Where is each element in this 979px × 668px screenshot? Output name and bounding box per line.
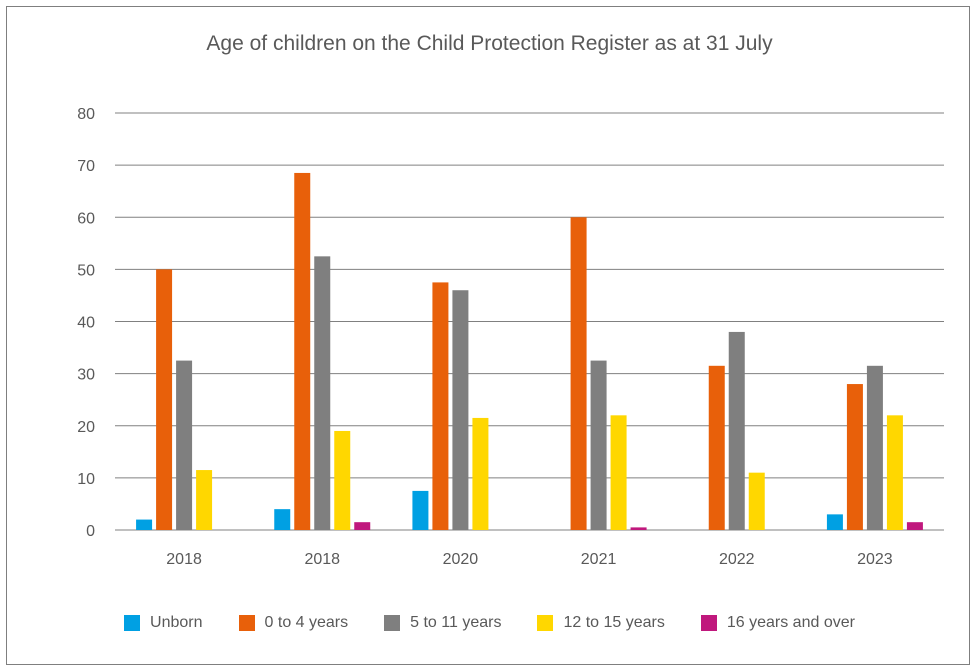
bars [136,172,923,530]
bar-12-to-15-years-2018 [196,470,213,530]
bar-0-to-4-years-2018 [156,269,173,530]
y-tick-label: 30 [77,367,95,384]
chart-title: Age of children on the Child Protection … [206,32,773,55]
x-tick-label: 2018 [166,551,202,568]
bar-0-to-4-years-2022 [708,365,725,530]
bar-unborn-2023 [826,514,843,530]
x-tick-label: 2022 [719,551,755,568]
legend-item: 5 to 11 years [384,614,501,632]
bar-12-to-15-years-2022 [748,472,765,530]
y-axis-ticks: 0 10 20 30 40 50 60 70 80 [77,106,95,540]
y-tick-label: 0 [86,523,95,540]
legend-item: 0 to 4 years [238,614,349,632]
x-tick-label: 2021 [581,551,617,568]
legend: Unborn 0 to 4 years 5 to 11 years 12 to 15 … [0,614,979,632]
legend-label: 5 to 11 years [410,614,502,631]
x-axis-ticks: 2018 2018 2020 2021 2022 2023 [166,551,893,568]
legend-label: 0 to 4 years [264,614,349,631]
bar-0-to-4-years-2018 [294,172,311,530]
y-tick-label: 80 [77,106,95,123]
y-tick-label: 40 [77,315,95,332]
y-tick-label: 60 [77,210,95,227]
bar-16-years-and-over-2023 [906,522,923,530]
bar-5-to-11-years-2021 [590,360,607,530]
bar-12-to-15-years-2021 [610,415,627,530]
legend-item: Unborn [124,614,203,632]
y-tick-label: 20 [77,419,95,436]
bar-unborn-2018 [274,509,291,530]
bar-unborn-2018 [136,519,153,530]
bar-0-to-4-years-2021 [570,217,587,530]
bar-unborn-2020 [412,490,429,530]
bar-5-to-11-years-2023 [866,365,883,530]
bar-12-to-15-years-2018 [334,430,351,530]
x-tick-label: 2020 [443,551,479,568]
bar-16-years-and-over-2021 [630,527,647,530]
bar-5-to-11-years-2020 [452,290,469,530]
grid-lines [115,112,944,531]
legend-swatch [384,615,401,631]
legend-label: 16 years and over [726,614,855,631]
legend-item: 12 to 15 years [537,614,665,632]
y-tick-label: 10 [77,471,95,488]
y-tick-label: 70 [77,158,95,175]
legend-swatch [700,615,717,631]
bar-0-to-4-years-2020 [432,282,449,530]
legend-label: Unborn [150,614,203,631]
bar-0-to-4-years-2023 [846,384,863,530]
legend-swatch [238,615,255,631]
bar-16-years-and-over-2018 [354,522,371,530]
bar-12-to-15-years-2020 [472,417,489,530]
legend-label: 12 to 15 years [563,614,665,631]
bar-5-to-11-years-2018 [176,360,193,530]
legend-swatch [537,615,554,631]
x-tick-label: 2018 [304,551,340,568]
y-tick-label: 50 [77,262,95,279]
bar-12-to-15-years-2023 [886,415,903,530]
legend-swatch [124,615,141,631]
bar-5-to-11-years-2018 [314,256,331,530]
bar-5-to-11-years-2022 [728,331,745,530]
x-tick-label: 2023 [857,551,893,568]
legend-item: 16 years and over [700,614,855,632]
